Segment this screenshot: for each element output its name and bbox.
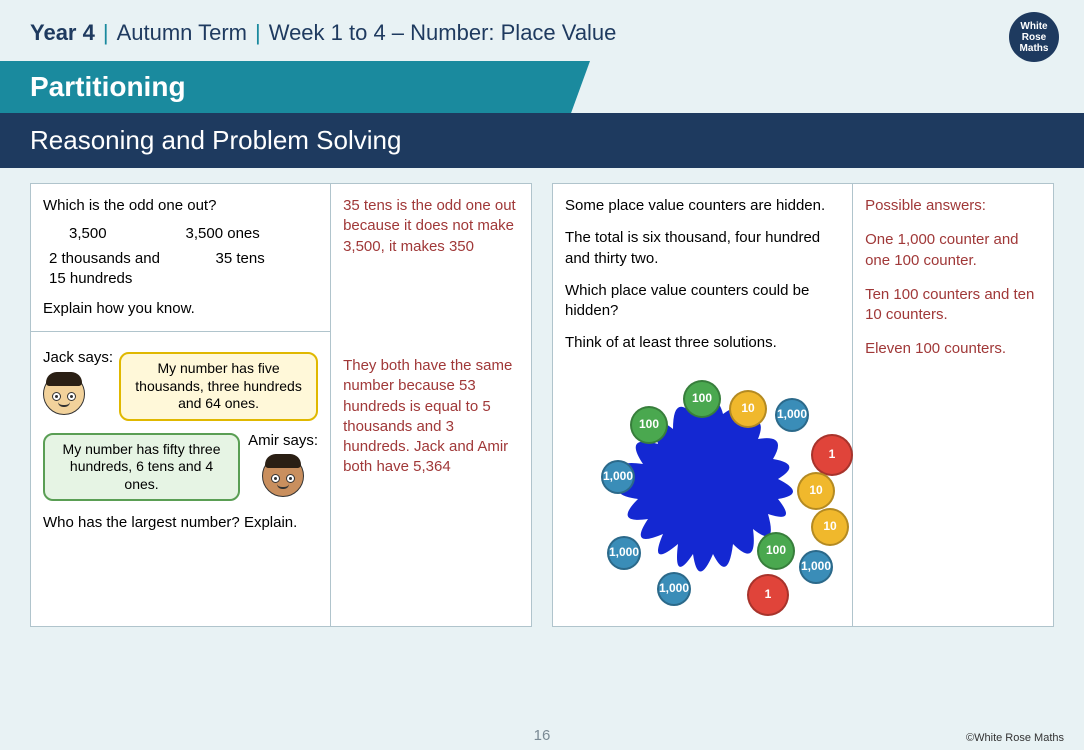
brand-logo: White Rose Maths (1009, 12, 1059, 62)
question-odd-one-out: Which is the odd one out? 3,500 3,500 on… (31, 184, 330, 331)
place-value-counter: 10 (811, 508, 849, 546)
year-label: Year 4 (30, 20, 95, 46)
question-line: The total is six thousand, four hundred … (565, 228, 840, 269)
week-label: Week 1 to 4 – Number: Place Value (269, 20, 617, 46)
place-value-counter: 1,000 (799, 550, 833, 584)
answer-text: 35 tens is the odd one out because it do… (343, 196, 519, 356)
answer-text: Ten 100 counters and ten 10 counters. (865, 285, 1041, 326)
options-grid: 3,500 3,500 ones 2 thousands and 15 hund… (49, 224, 312, 289)
separator: | (103, 20, 109, 46)
question-line: Some place value counters are hidden. (565, 196, 840, 216)
answer-title: Possible answers: (865, 196, 1041, 216)
left-panel: Which is the odd one out? 3,500 3,500 on… (30, 183, 532, 627)
question-line: Think of at least three solutions. (565, 333, 840, 353)
place-value-counter: 1,000 (601, 460, 635, 494)
left-answers: 35 tens is the odd one out because it do… (330, 184, 531, 626)
content-area: Which is the odd one out? 3,500 3,500 on… (0, 168, 1084, 637)
logo-text: Maths (1020, 43, 1049, 54)
amir-speech-bubble: My number has fifty three hundreds, 6 te… (43, 433, 240, 502)
answer-text: Eleven 100 counters. (865, 339, 1041, 359)
right-panel: Some place value counters are hidden. Th… (552, 183, 1054, 627)
jack-row: Jack says: My number has five thousands,… (43, 348, 318, 421)
answer-text: They both have the same number because 5… (343, 356, 519, 478)
copyright: ©White Rose Maths (966, 732, 1064, 744)
place-value-counter: 1 (747, 574, 789, 616)
place-value-counter: 10 (797, 472, 835, 510)
place-value-counter: 1,000 (607, 536, 641, 570)
place-value-counter: 100 (630, 406, 668, 444)
amir-row: My number has fifty three hundreds, 6 te… (43, 431, 318, 504)
counters-diagram: 100100101,000110101001,00011,0001,0001,0… (565, 364, 840, 614)
jack-speech-bubble: My number has five thousands, three hund… (119, 352, 318, 421)
prompt-text: Who has the largest number? Explain. (43, 513, 318, 533)
breadcrumb: Year 4 | Autumn Term | Week 1 to 4 – Num… (0, 0, 1084, 61)
right-answers: Possible answers: One 1,000 counter and … (852, 184, 1053, 626)
logo-text: White (1020, 21, 1047, 32)
amir-label: Amir says: (248, 431, 318, 451)
question-line: Which place value counters could be hidd… (565, 281, 840, 322)
option: 3,500 (49, 224, 176, 244)
option: 3,500 ones (186, 224, 313, 244)
title-primary: Partitioning (0, 61, 560, 113)
title-secondary: Reasoning and Problem Solving (0, 113, 1084, 168)
left-questions: Which is the odd one out? 3,500 3,500 on… (31, 184, 330, 626)
place-value-counter: 1,000 (657, 572, 691, 606)
prompt-text: Explain how you know. (43, 299, 318, 319)
right-question: Some place value counters are hidden. Th… (553, 184, 852, 626)
question-text: Which is the odd one out? (43, 196, 318, 216)
separator: | (255, 20, 261, 46)
place-value-counter: 10 (729, 390, 767, 428)
option: 35 tens (186, 249, 313, 290)
page-number: 16 (534, 727, 551, 744)
counters-question: Some place value counters are hidden. Th… (553, 184, 852, 626)
answer-text: One 1,000 counter and one 100 counter. (865, 230, 1041, 271)
option: 2 thousands and 15 hundreds (49, 249, 176, 290)
question-jack-amir: Jack says: My number has five thousands,… (31, 331, 330, 545)
place-value-counter: 100 (757, 532, 795, 570)
term-label: Autumn Term (117, 20, 247, 46)
place-value-counter: 100 (683, 380, 721, 418)
jack-label: Jack says: (43, 348, 113, 368)
place-value-counter: 1,000 (775, 398, 809, 432)
jack-face-icon (43, 373, 85, 415)
place-value-counter: 1 (811, 434, 853, 476)
logo-text: Rose (1022, 32, 1046, 43)
amir-face-icon (262, 455, 304, 497)
